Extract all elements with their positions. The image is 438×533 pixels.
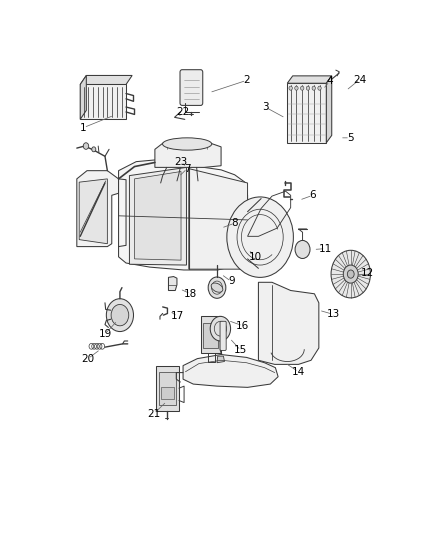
Circle shape [227, 197, 293, 277]
Circle shape [295, 86, 298, 90]
Polygon shape [169, 277, 177, 290]
Text: 13: 13 [326, 309, 340, 319]
Polygon shape [258, 282, 319, 365]
Polygon shape [287, 76, 332, 83]
Polygon shape [217, 356, 224, 363]
Polygon shape [80, 76, 86, 119]
Circle shape [347, 270, 354, 278]
Text: 10: 10 [248, 252, 261, 262]
Polygon shape [77, 171, 119, 247]
Polygon shape [79, 179, 107, 244]
FancyBboxPatch shape [220, 321, 226, 350]
Text: 14: 14 [292, 367, 305, 377]
Circle shape [343, 265, 358, 283]
Circle shape [306, 86, 310, 90]
Polygon shape [155, 143, 221, 167]
Text: 9: 9 [228, 277, 235, 286]
Polygon shape [287, 83, 326, 143]
FancyBboxPatch shape [180, 70, 203, 106]
Text: 17: 17 [171, 311, 184, 321]
Text: 8: 8 [231, 218, 238, 228]
Text: 20: 20 [81, 353, 95, 364]
Text: 15: 15 [234, 345, 247, 356]
Text: 7: 7 [184, 164, 191, 174]
Text: 23: 23 [174, 157, 187, 167]
Circle shape [331, 251, 371, 298]
Text: 22: 22 [177, 107, 190, 117]
Polygon shape [159, 372, 176, 405]
Ellipse shape [211, 283, 223, 292]
Polygon shape [130, 167, 187, 265]
Polygon shape [156, 366, 179, 411]
Polygon shape [201, 317, 221, 353]
Polygon shape [203, 322, 219, 349]
Polygon shape [80, 84, 126, 119]
Text: 5: 5 [347, 133, 353, 143]
Text: 24: 24 [353, 75, 366, 85]
Circle shape [289, 86, 293, 90]
Circle shape [111, 304, 129, 326]
Circle shape [92, 147, 96, 152]
Text: 11: 11 [319, 244, 332, 254]
Polygon shape [134, 172, 181, 260]
Polygon shape [119, 159, 247, 270]
Circle shape [300, 86, 304, 90]
Text: 16: 16 [236, 321, 249, 331]
Circle shape [295, 240, 310, 259]
Text: 6: 6 [309, 190, 316, 200]
Circle shape [208, 277, 226, 298]
Circle shape [106, 298, 134, 332]
Circle shape [83, 143, 88, 149]
Text: 19: 19 [99, 329, 112, 339]
Polygon shape [80, 76, 132, 84]
Ellipse shape [162, 138, 212, 150]
Text: 1: 1 [80, 123, 87, 133]
Text: 3: 3 [262, 102, 268, 112]
Text: 2: 2 [243, 75, 250, 85]
Circle shape [318, 86, 321, 90]
Text: 12: 12 [360, 268, 374, 278]
Text: 18: 18 [184, 289, 197, 299]
Circle shape [210, 317, 230, 341]
Polygon shape [161, 387, 174, 399]
Text: 4: 4 [326, 76, 333, 86]
Polygon shape [326, 76, 332, 143]
Polygon shape [189, 168, 247, 269]
Text: 21: 21 [147, 409, 160, 418]
Polygon shape [183, 354, 278, 387]
Circle shape [312, 86, 315, 90]
